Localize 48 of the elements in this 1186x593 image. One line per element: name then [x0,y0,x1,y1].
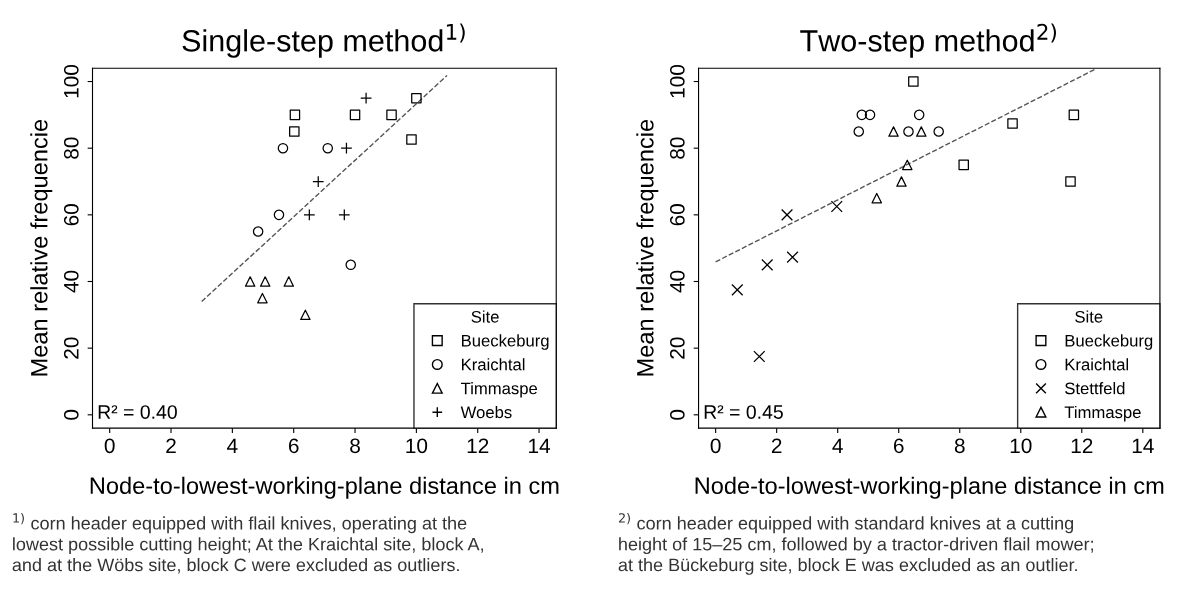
annotation: R² = 0.45 [704,405,783,419]
x-tick-label: 6 [288,438,299,454]
x-axis-title: Node-to-lowest-working-plane distance in cm [695,476,1164,499]
chart-title: Two-step method$^{2)}$ [800,23,1056,58]
y-axis-title: Mean relative frequencie [636,119,659,376]
y-tick-label: 40 [63,270,79,293]
legend-label: Timmaspe [461,382,538,398]
x-tick-label: 2 [771,438,782,453]
x-tick-label: 4 [832,438,843,453]
y-tick-label: 0 [63,409,79,420]
x-tick-label: 12 [1071,438,1093,453]
y-tick-label: 60 [63,204,79,226]
annotation: R² = 0.40 [98,405,177,419]
y-tick-label: 80 [63,137,79,159]
x-tick-label: 6 [893,438,904,454]
y-axis-title: Mean relative frequencie [30,119,53,376]
legend-label: Kraichtal [461,358,525,371]
x-tick-label: 14 [529,438,551,453]
x-tick-label: 0 [710,438,721,454]
x-tick-label: 10 [1010,438,1032,454]
x-tick-label: 0 [104,438,115,454]
x-tick-label: 14 [1132,438,1154,453]
legend-title: Site [471,310,499,323]
legend-title: Site [1075,310,1103,323]
text: $^{1)}$ corn header equipped with flail knives, operating at the lowest possible cutting height; At the Kraichtal site, block A, and at the Wöbs site, block C were excluded as outliers. [12,512,483,574]
x-tick-label: 4 [227,438,238,453]
legend-label: Bueckeburg [1065,334,1153,350]
y-tick-label: 20 [669,337,685,359]
x-tick-label: 12 [467,438,489,453]
chart-title: Single-step method$^{1)}$ [182,23,465,58]
legend-label: Kraichtal [1065,358,1129,371]
x-tick-label: 2 [166,438,176,453]
x-tick-label: 8 [954,438,965,454]
y-tick-label: 60 [669,204,685,226]
x-tick-label: 10 [406,438,428,454]
x-tick-label: 8 [350,438,360,454]
legend-label: Woebs [460,405,512,419]
y-tick-label: 100 [63,64,79,98]
y-tick-label: 20 [63,337,79,359]
legend-label: Timmaspe [1064,405,1141,422]
y-tick-label: 100 [669,64,685,98]
x-axis-title: Node-to-lowest-working-plane distance in cm [90,476,559,499]
legend-label: Stettfeld [1065,382,1125,395]
y-tick-label: 80 [669,137,685,159]
legend-label: Bueckeburg [461,334,549,350]
text: $^{2)}$ corn header equipped with standard knives at a cutting height of 15–25 cm, followed by a tractor-driven flail mower; at the Bückeburg site, block E was excluded as an outlier. [618,512,1093,575]
y-tick-label: 40 [669,270,685,293]
y-tick-label: 0 [669,409,685,420]
